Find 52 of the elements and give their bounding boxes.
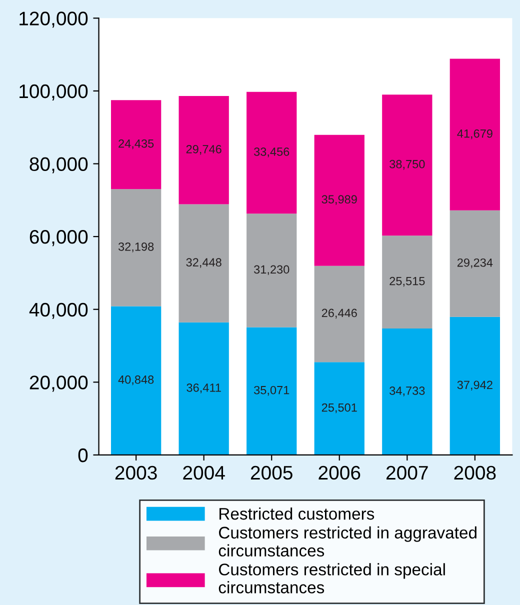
bar — [314, 134, 364, 266]
data-label: 35,071 — [254, 386, 290, 396]
data-label: 35,989 — [322, 195, 357, 205]
legend-label: Customers restricted in special circumstances — [218, 563, 445, 594]
data-label: 26,446 — [322, 308, 357, 319]
y-tick-label: 20,000 — [30, 376, 88, 392]
data-label: 34,733 — [390, 386, 425, 396]
data-label: 32,448 — [186, 258, 222, 268]
x-tick-label: 2003 — [115, 466, 157, 480]
bar — [111, 189, 162, 306]
x-tick-label: 2005 — [250, 466, 292, 480]
data-label: 36,411 — [186, 384, 221, 394]
x-tick-label: 2004 — [183, 466, 225, 480]
y-tick-label: 100,000 — [20, 84, 88, 100]
bar — [246, 92, 297, 214]
data-label: 32,198 — [118, 242, 154, 252]
data-label: 24,435 — [118, 139, 154, 150]
bar — [314, 266, 364, 362]
data-label: 29,234 — [457, 258, 493, 268]
bar — [382, 236, 432, 329]
x-tick-label: 2006 — [318, 466, 360, 480]
bar — [314, 362, 364, 455]
bar — [450, 58, 500, 210]
data-label: 40,848 — [118, 375, 154, 386]
legend-label: Restricted customers — [220, 507, 374, 520]
x-tick-label: 2007 — [386, 466, 428, 480]
data-label: 33,456 — [254, 148, 290, 158]
data-label: 31,230 — [254, 265, 290, 276]
data-label: 25,501 — [322, 403, 357, 414]
bar — [246, 214, 297, 328]
data-label: 38,750 — [390, 160, 425, 170]
y-tick-label: 40,000 — [29, 302, 88, 319]
y-tick-label: 120,000 — [20, 12, 88, 28]
bar — [178, 322, 229, 455]
bar — [382, 328, 432, 455]
bar — [178, 204, 229, 322]
bar — [450, 316, 500, 455]
data-label: 37,942 — [457, 380, 492, 390]
bar — [450, 210, 500, 317]
y-tick-label: 0 — [78, 448, 88, 462]
legend-label: Customers restricted in aggravated circumstances — [218, 526, 476, 557]
bar — [111, 100, 162, 190]
bar — [178, 96, 229, 204]
x-tick-label: 2008 — [454, 466, 496, 480]
y-tick-label: 80,000 — [30, 157, 88, 174]
data-label: 41,679 — [457, 129, 492, 140]
bar — [382, 94, 432, 236]
bar — [246, 327, 297, 455]
data-label: 25,515 — [390, 276, 425, 287]
data-label: 29,746 — [186, 144, 222, 155]
bar — [111, 306, 162, 455]
y-tick-label: 60,000 — [30, 230, 88, 246]
